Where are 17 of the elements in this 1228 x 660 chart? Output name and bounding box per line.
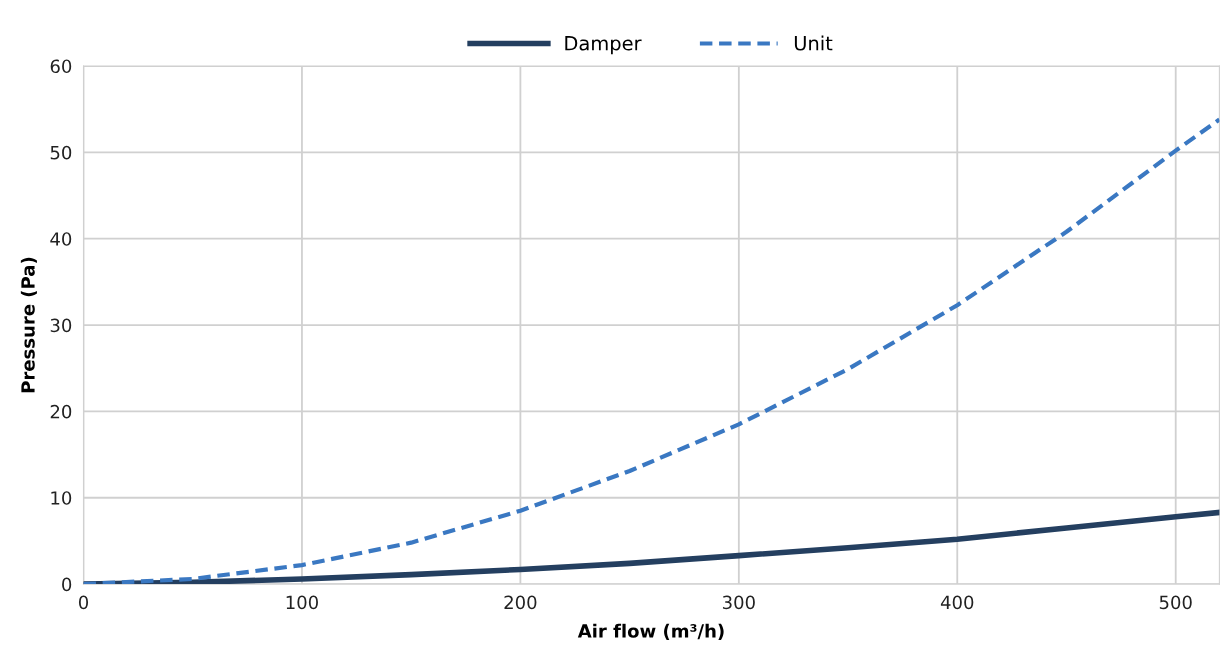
y-axis-title: Pressure (Pa): [20, 257, 37, 393]
x-tick-label: 500: [1159, 595, 1192, 610]
x-tick-label: 400: [940, 595, 974, 610]
y-tick-label: 60: [50, 59, 72, 74]
x-tick-label: 300: [722, 595, 755, 610]
legend-label: Damper: [565, 36, 642, 55]
y-tick-label: 0: [62, 577, 72, 592]
x-axis-title: Air flow (m³/h): [577, 623, 724, 640]
legend-label: Unit: [794, 35, 833, 51]
y-tick-label: 20: [50, 404, 72, 419]
x-tick-label: 0: [78, 595, 89, 610]
x-tick-label: 100: [286, 595, 318, 610]
y-tick-label: 40: [50, 232, 72, 246]
y-tick-label: 50: [50, 145, 72, 160]
y-tick-label: 30: [50, 318, 72, 333]
x-tick-label: 200: [504, 595, 537, 610]
y-tick-label: 10: [51, 491, 72, 505]
